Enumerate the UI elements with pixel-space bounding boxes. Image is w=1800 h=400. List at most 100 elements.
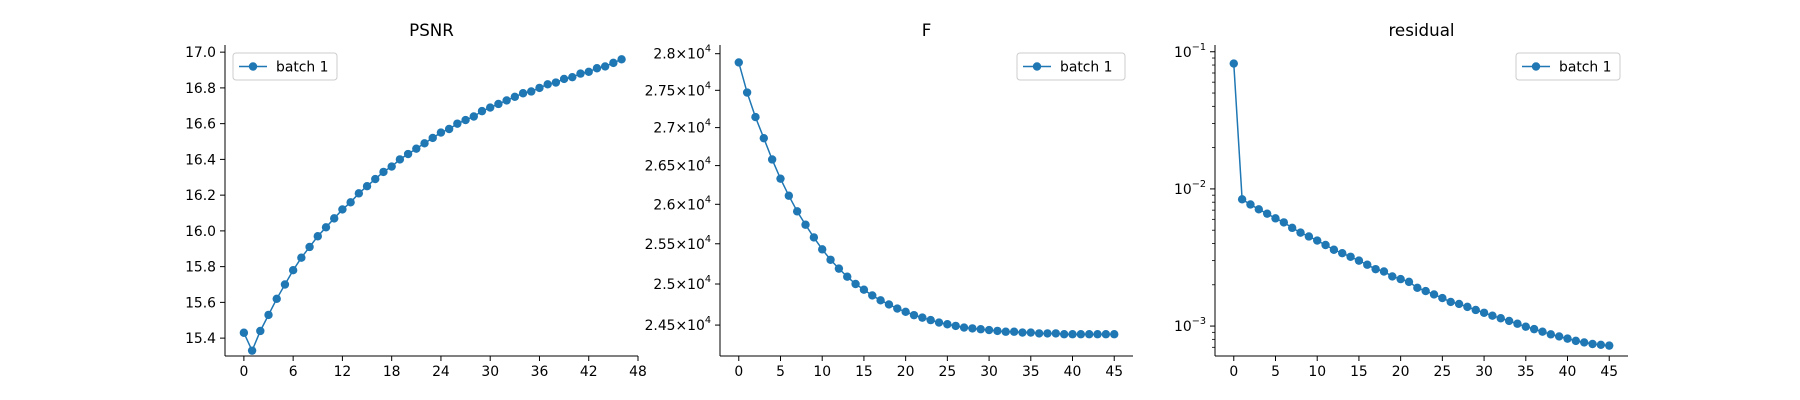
data-point: [1580, 338, 1589, 347]
legend: batch 1: [232, 52, 338, 81]
y-tick-label: 17.0: [185, 45, 216, 61]
data-point: [951, 321, 960, 331]
data-point: [884, 300, 894, 309]
data-point: [1313, 236, 1322, 245]
data-point: [1396, 274, 1405, 284]
y-tick-base: 10: [1174, 45, 1192, 61]
x-tick-label: 30: [1475, 364, 1493, 380]
x-tick-label: 5: [1271, 364, 1280, 380]
data-point: [1009, 327, 1019, 336]
data-point: [767, 155, 777, 164]
data-point: [843, 272, 852, 281]
data-point: [403, 149, 413, 159]
data-point: [1043, 329, 1052, 338]
y-tick-exponent: 4: [705, 194, 711, 205]
legend-marker: [1032, 62, 1042, 71]
y-tick-exponent: 4: [705, 274, 711, 285]
data-point: [1026, 328, 1035, 337]
x-tick-label: 0: [734, 364, 743, 380]
f-panel: F0 5 10 15 20 25 30 35 40 452.45×1042.5×1042.55×1…: [645, 20, 1133, 380]
data-point: [826, 255, 835, 264]
data-point: [1605, 341, 1614, 350]
data-point: [543, 80, 552, 89]
data-point: [1237, 195, 1247, 204]
y-tick-label: 2.5×104: [653, 274, 711, 293]
data-point: [1329, 245, 1339, 254]
data-point: [742, 88, 752, 97]
y-tick-label: 10−2: [1174, 179, 1206, 198]
data-point: [1588, 339, 1597, 349]
data-point: [428, 133, 437, 143]
data-point: [1488, 311, 1497, 320]
data-point: [1438, 293, 1447, 303]
legend-box: [1515, 52, 1621, 81]
data-point: [1538, 327, 1547, 336]
series-line: [738, 62, 1115, 335]
x-tick-label: 6: [289, 364, 298, 380]
data-point: [535, 83, 544, 93]
x-tick-label: 25: [939, 364, 957, 380]
y-tick-label: 15.6: [185, 295, 216, 311]
data-point: [1513, 319, 1522, 328]
chart-title: residual: [1388, 20, 1454, 40]
data-point: [751, 112, 760, 122]
x-tick-label: 12: [334, 364, 352, 380]
data-point: [943, 320, 952, 329]
data-point: [436, 128, 446, 137]
data-point: [1101, 330, 1111, 339]
legend-box: [1016, 52, 1126, 81]
data-point: [264, 310, 273, 320]
series-line: [1233, 63, 1610, 347]
data-point: [984, 325, 994, 335]
y-tick-label: 2.75×104: [645, 80, 711, 99]
data-point: [1296, 228, 1305, 237]
data-point: [1371, 264, 1380, 274]
x-tick-label: 45: [1600, 364, 1618, 380]
data-point: [1338, 248, 1347, 258]
data-point: [809, 233, 819, 242]
y-tick-exponent: 4: [705, 156, 711, 167]
data-point: [1001, 327, 1010, 336]
y-tick-label: 2.6×104: [653, 194, 711, 213]
data-point: [1471, 305, 1480, 315]
data-point: [321, 223, 331, 232]
data-point: [272, 294, 281, 303]
y-tick-label: 15.8: [185, 260, 216, 276]
data-point: [901, 307, 910, 317]
x-tick-label: 45: [1105, 364, 1123, 380]
x-tick-label: 24: [432, 364, 450, 380]
data-point: [313, 232, 322, 241]
data-point: [486, 103, 495, 112]
x-tick-label: 10: [813, 364, 831, 380]
x-tick-label: 40: [1559, 364, 1577, 380]
data-point: [893, 304, 902, 313]
y-tick-base: 2.7×10: [653, 121, 704, 137]
y-tick-base: 2.45×10: [645, 318, 705, 334]
data-point: [551, 78, 561, 87]
data-point: [559, 74, 569, 84]
data-point: [288, 266, 298, 275]
data-point: [444, 124, 454, 134]
legend: batch 1: [1515, 52, 1621, 81]
data-point: [968, 324, 977, 333]
x-tick-label: 42: [580, 364, 598, 380]
data-point: [784, 191, 794, 200]
y-tick-exponent: 4: [705, 80, 711, 91]
data-point: [1404, 277, 1414, 287]
data-point: [379, 167, 388, 177]
data-point: [387, 162, 396, 171]
data-point: [1271, 214, 1280, 223]
data-point: [734, 58, 743, 67]
data-point: [1413, 283, 1422, 293]
y-tick-base: 10: [1174, 182, 1192, 198]
data-point: [1429, 290, 1439, 299]
data-point: [1346, 252, 1355, 261]
data-point: [1246, 200, 1255, 209]
y-tick-exponent: 4: [705, 234, 711, 245]
data-point: [934, 318, 944, 327]
data-point: [584, 67, 593, 77]
x-tick-label: 36: [531, 364, 549, 380]
y-tick-base: 2.6×10: [653, 197, 704, 213]
data-point: [600, 62, 610, 71]
